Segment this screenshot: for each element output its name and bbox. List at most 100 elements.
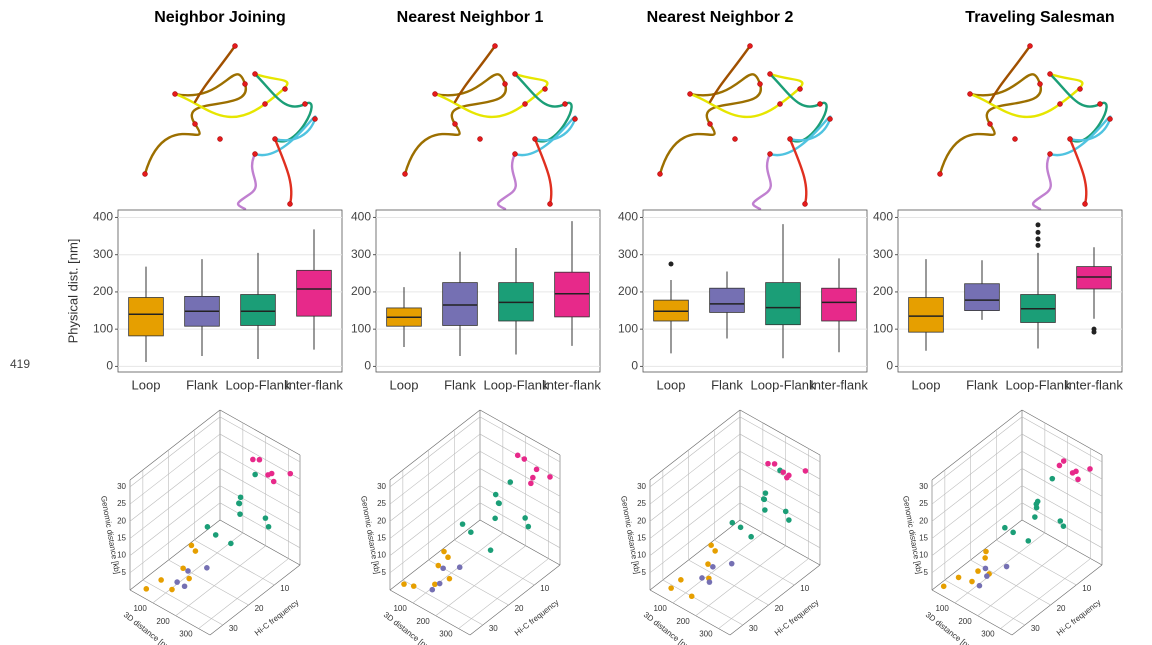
point <box>761 496 767 502</box>
outlier <box>1036 222 1041 227</box>
point <box>265 472 271 478</box>
box <box>766 283 801 325</box>
point <box>515 453 521 459</box>
x-tick-label: 300 <box>981 630 995 639</box>
point <box>1032 514 1038 520</box>
x-tick-label: 100 <box>653 604 667 613</box>
y-tick-label: 0 <box>106 359 113 373</box>
grid-line <box>454 540 534 585</box>
grid-line <box>714 540 794 585</box>
y-axis-label: Physical dist. [nm] <box>65 239 80 344</box>
y-tick-label: 300 <box>618 247 638 261</box>
frame <box>740 520 820 565</box>
box <box>129 298 164 336</box>
x-tick-label: Inter-flank <box>543 377 601 392</box>
box <box>710 288 745 312</box>
y-tick-label: 0 <box>631 359 638 373</box>
x-tick-label: 100 <box>393 604 407 613</box>
panel-title: Neighbor Joining <box>154 9 286 26</box>
x-tick-label: 200 <box>676 617 690 626</box>
y-tick-label: 30 <box>229 624 238 633</box>
grid-line <box>740 486 820 531</box>
y-tick-label: 100 <box>351 321 371 335</box>
point <box>678 577 684 583</box>
point <box>975 568 981 574</box>
point <box>1033 501 1039 507</box>
point <box>956 575 962 581</box>
point <box>213 532 219 538</box>
grid-line <box>650 486 740 556</box>
point <box>1002 525 1008 531</box>
y-tick-label: 100 <box>618 321 638 335</box>
point <box>763 490 769 496</box>
x-axis-label: 3D distance [nm] <box>382 610 435 645</box>
point <box>1010 530 1016 536</box>
grid-line <box>220 486 300 531</box>
frame <box>932 520 1022 590</box>
point <box>257 457 263 463</box>
point <box>710 564 716 570</box>
point <box>983 549 989 555</box>
point <box>705 561 711 567</box>
frame <box>220 410 300 455</box>
grid-line <box>130 503 220 573</box>
grid-line <box>390 486 480 556</box>
point <box>547 474 553 480</box>
structure-render <box>143 44 318 210</box>
y-tick-label: 30 <box>749 624 758 633</box>
grid-line <box>130 434 220 504</box>
y-tick-label: 0 <box>886 359 893 373</box>
grid-line <box>650 417 740 487</box>
figure: 419 Neighbor Joining0100200300400Physica… <box>0 0 1152 645</box>
side-label: 419 <box>10 357 30 371</box>
z-tick-label: 25 <box>637 499 646 508</box>
panel-title: Nearest Neighbor 1 <box>397 9 544 26</box>
grid-line <box>996 540 1076 585</box>
point <box>460 521 466 527</box>
z-tick-label: 30 <box>377 482 386 491</box>
grid-line <box>130 451 220 521</box>
point <box>228 541 234 547</box>
x-tick-label: Loop <box>132 377 161 392</box>
outlier <box>1036 243 1041 248</box>
point <box>205 524 211 530</box>
structure-render <box>938 44 1113 210</box>
point <box>528 481 534 487</box>
frame <box>650 410 740 480</box>
x-tick-label: Flank <box>444 377 476 392</box>
point <box>1049 476 1055 482</box>
grid-line <box>220 417 300 462</box>
point <box>1061 523 1067 529</box>
y-tick-label: 30 <box>1031 624 1040 633</box>
y-tick-label: 20 <box>1057 604 1066 613</box>
point <box>263 515 269 521</box>
x-tick-label: 200 <box>156 617 170 626</box>
x-tick-label: 100 <box>935 604 949 613</box>
point <box>401 581 407 587</box>
z-tick-label: 25 <box>117 499 126 508</box>
grid-line <box>390 434 480 504</box>
point <box>252 472 258 478</box>
point <box>488 547 494 553</box>
point <box>250 457 256 463</box>
y-tick-label: 200 <box>93 284 113 298</box>
x-tick-label: Flank <box>966 377 998 392</box>
z-tick-label: 30 <box>637 482 646 491</box>
grid-line <box>971 560 1051 605</box>
grid-line <box>390 417 480 487</box>
panel-title: Nearest Neighbor 2 <box>647 9 794 26</box>
box <box>909 298 944 333</box>
z-tick-label: 25 <box>919 499 928 508</box>
frame <box>390 410 480 480</box>
frame <box>470 565 560 635</box>
grid-line <box>740 468 820 513</box>
y-tick-label: 100 <box>873 321 893 335</box>
point <box>708 542 714 548</box>
point <box>530 475 536 481</box>
grid-line <box>932 451 1022 521</box>
grid-line <box>1022 417 1102 462</box>
x-tick-label: Loop-Flank <box>225 377 291 392</box>
x-tick-label: Loop <box>390 377 419 392</box>
box <box>822 288 857 321</box>
point <box>1075 477 1081 483</box>
